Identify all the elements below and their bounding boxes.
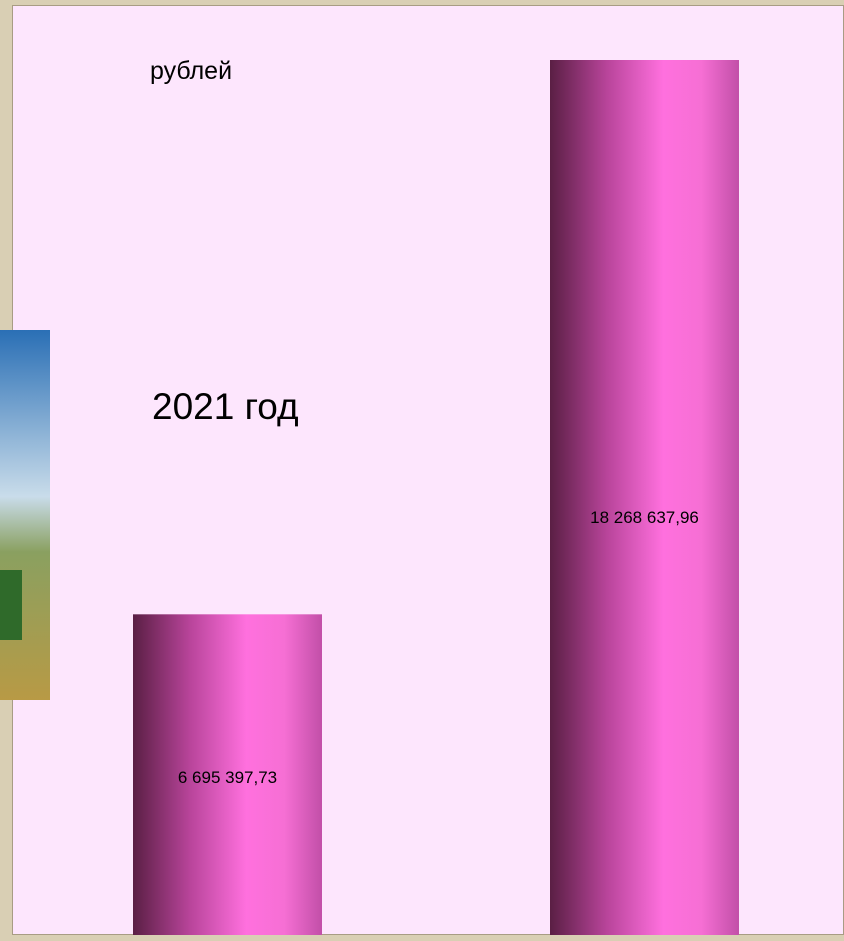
value-label: 6 695 397,73 [177, 767, 278, 787]
bar [133, 614, 322, 935]
photo-detail [0, 570, 22, 640]
chart-title: 2021 год [152, 386, 299, 427]
photo [0, 330, 50, 700]
bar [550, 60, 739, 935]
unit-label: рублей [150, 57, 233, 85]
value-label: 18 268 637,96 [590, 507, 699, 527]
